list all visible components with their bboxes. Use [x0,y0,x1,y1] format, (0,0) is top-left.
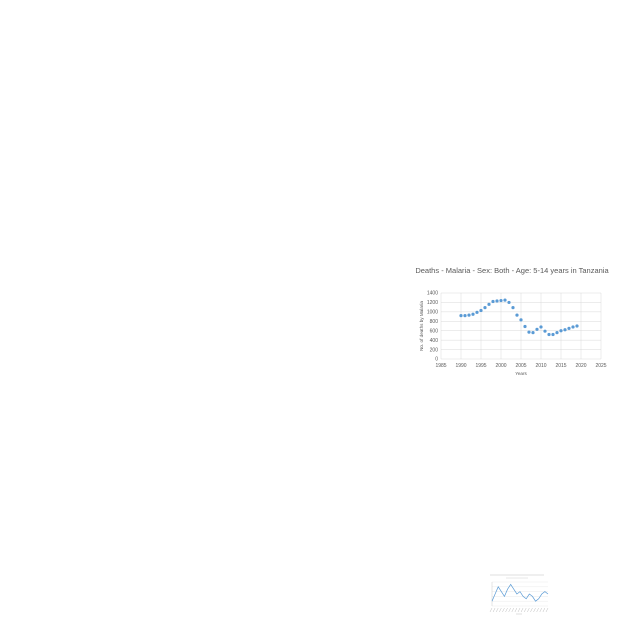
data-point [511,306,515,310]
thumbnail-x-label-stroke [492,607,496,613]
data-point [519,318,523,322]
thumbnail-x-label-stroke [530,607,533,613]
thumbnail-x-label-stroke [533,607,536,613]
y-tick-label: 600 [430,328,439,334]
data-point [475,310,479,314]
x-tick-label: 2010 [535,363,546,369]
y-tick-label: 0 [435,357,438,363]
thumbnail-x-label-stroke [520,607,524,613]
thumbnail-x-label-stroke [495,607,499,613]
data-point [467,313,471,317]
data-points [459,298,579,337]
thumbnail-plot [489,574,549,615]
thumbnail-x-label-stroke [489,607,493,613]
data-point [539,325,543,329]
thumbnail-x-label-stroke [502,607,505,613]
data-point [555,331,559,335]
data-point [567,326,571,330]
malaria-deaths-chart: 0 200 400 600 800 1000 1200 1400 1985 1990 1995 20… [412,262,612,380]
data-point [503,298,507,302]
data-point [479,308,483,313]
data-point [507,300,511,305]
data-point [459,314,463,318]
data-point [491,299,495,304]
y-axis-title: No. of deaths by Malaria [419,301,424,351]
data-point [559,329,563,333]
x-tick-label: 1995 [475,363,486,369]
chart-title: Deaths - Malaria - Sex: Both - Age: 5-14… [415,266,609,275]
y-tick-label: 400 [430,338,439,344]
data-point [527,330,531,334]
data-point [551,332,555,337]
x-tick-label: 2005 [515,363,526,369]
y-tick-labels: 0 200 400 600 800 1000 1200 1400 [427,291,438,363]
thumbnail-x-label-stroke [523,607,527,613]
data-point [563,328,567,332]
data-point [487,302,491,306]
thumbnail-x-label-stroke [514,607,518,613]
data-point [495,299,499,303]
thumbnail-x-label-stroke [499,607,502,613]
thumbnail-x-label-stroke [511,607,515,613]
thumbnail-x-label-stroke [517,607,521,613]
data-point [535,327,539,331]
data-point [483,306,487,310]
y-tick-label: 200 [430,347,439,353]
thumbnail-line [491,583,549,602]
y-tick-label: 1400 [427,291,438,297]
scatter-plot: 0 200 400 600 800 1000 1200 1400 1985 1990 1995 20… [419,291,607,376]
thumbnail-x-label-stroke [505,607,508,613]
x-tick-label: 2015 [555,363,566,369]
x-tick-label: 1985 [435,363,446,369]
y-tick-label: 1200 [427,300,438,306]
y-tick-label: 1000 [427,310,438,316]
data-point [471,312,475,316]
chart-thumbnail [489,574,549,615]
x-tick-label: 2025 [595,363,606,369]
data-point [515,313,519,317]
x-tick-labels: 1985 1990 1995 2000 2005 2010 2015 2020 2025 [435,363,606,369]
x-axis-title: Years [515,371,527,376]
thumbnail-x-label-stroke [527,607,530,613]
x-tick-label: 1990 [455,363,466,369]
thumbnail-x-label-stroke [536,607,539,613]
thumbnail-x-label-stroke [542,607,546,613]
y-tick-label: 800 [430,319,439,325]
data-point [463,314,467,318]
data-point [547,332,551,337]
data-point [499,298,503,303]
data-point [531,331,535,335]
data-point [571,325,575,329]
x-tick-label: 2020 [575,363,586,369]
thumbnail-x-label-stroke [539,607,543,613]
data-point [543,329,547,333]
thumbnail-x-label-stroke [545,607,549,613]
x-tick-label: 2000 [495,363,506,369]
data-point [575,324,579,328]
thumbnail-x-label-stroke [508,607,511,613]
data-point [523,324,527,329]
